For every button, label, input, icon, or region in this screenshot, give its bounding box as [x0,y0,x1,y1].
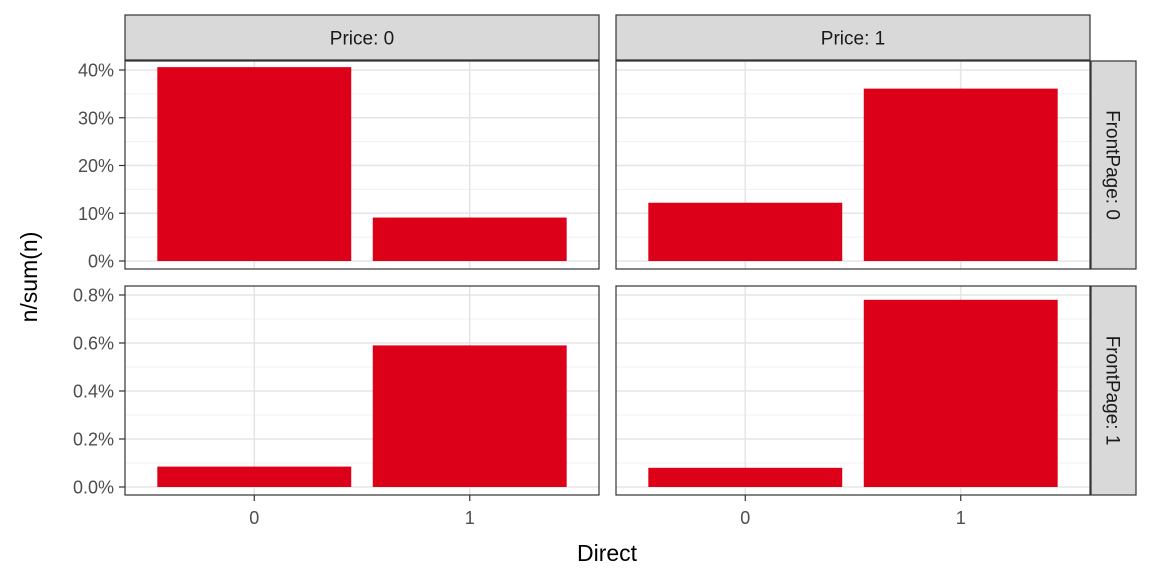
bar-0 [648,467,843,487]
y-tick-label: 0.2% [73,430,114,450]
panel-border [615,285,1091,496]
y-tick-label: 40% [78,61,114,81]
bar-0 [648,202,843,261]
column-strip: Price: 0 [124,14,600,61]
bar-0 [157,466,352,487]
row-strip-label: FrontPage: 0 [1102,110,1123,220]
row-strip-background [1090,60,1137,270]
bar-1 [372,345,567,487]
y-tick-label: 0.0% [73,478,114,498]
row-strip: FrontPage: 0 [1090,60,1137,270]
y-axis-title: n/sum(n) [16,232,42,323]
panels-layer [124,60,1091,496]
bar-0 [157,67,352,261]
x-tick-label: 0 [249,508,259,528]
column-strip: Price: 1 [615,14,1091,61]
row-strip-background [1090,285,1137,496]
y-tick-label: 0.6% [73,334,114,354]
axes-layer: 0% 10% 20% 30% 40% 0 1 0 1 0.0% 0.2% 0.4% 0.6% 0.8% [73,61,966,529]
bar-1 [863,299,1058,487]
column-strip-label: Price: 0 [330,29,394,50]
y-tick-label: 0% [88,252,114,272]
y-tick-label: 0.4% [73,382,114,402]
column-strip-background [615,14,1091,61]
x-tick-label: 1 [956,508,966,528]
row-strip-label: FrontPage: 1 [1102,336,1123,446]
panel-border [615,60,1091,270]
panel-r1-c0 [124,285,600,496]
panel-r1-c1 [615,285,1091,496]
row-strip: FrontPage: 1 [1090,285,1137,496]
y-tick-label: 0.8% [73,286,114,306]
strips-layer: FrontPage: 0 FrontPage: 1 Price: 0 Price: 1 [124,14,1137,496]
column-strip-background [124,14,600,61]
x-tick-label: 0 [740,508,750,528]
panel-r0-c0 [124,60,600,270]
x-axis-title: Direct [577,540,638,566]
y-tick-label: 30% [78,108,114,128]
column-strip-label: Price: 1 [821,29,885,50]
panel-r0-c1 [615,60,1091,270]
y-tick-label: 20% [78,156,114,176]
y-tick-label: 10% [78,204,114,224]
bar-1 [372,217,567,261]
x-tick-label: 1 [465,508,475,528]
bar-1 [863,88,1058,261]
